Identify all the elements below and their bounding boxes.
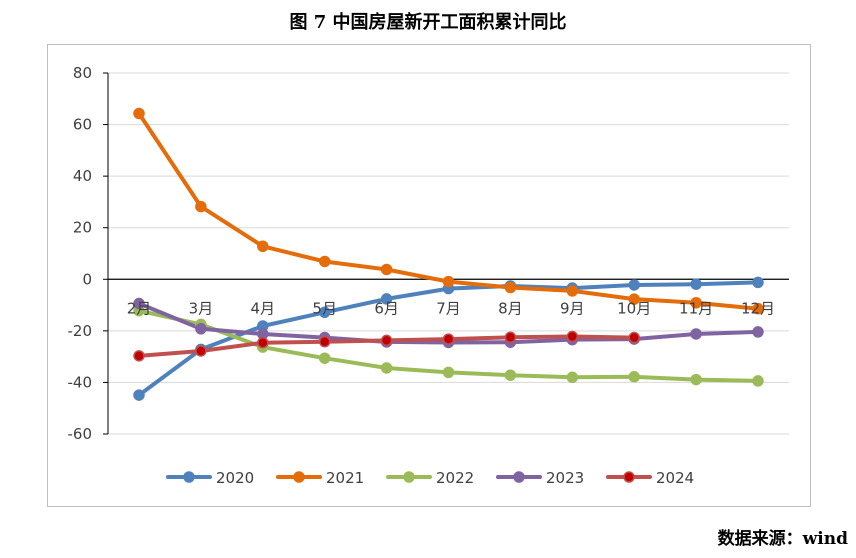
data-point-2024 [380,334,393,347]
source-note: 数据来源：wind [717,529,848,549]
y-tick-label: 60 [73,116,92,134]
y-tick-label: 40 [73,167,92,185]
gridlines [108,72,789,435]
data-point-2020 [628,279,640,291]
data-point-2022 [690,373,702,386]
x-tick-label: 11月 [679,299,713,317]
data-point-2021 [690,297,702,309]
data-point-2021 [752,302,764,315]
x-tick-label: 8月 [498,299,523,317]
data-point-2024 [442,333,455,345]
x-tick-label: 4月 [251,299,276,317]
data-point-2024 [133,350,145,362]
x-tick-label: 12月 [741,299,775,317]
data-point-2021 [133,107,145,120]
data-point-2023 [752,326,764,338]
legend-marker-2023 [513,471,525,483]
data-point-2021 [195,200,207,213]
x-tick-label: 6月 [374,299,399,317]
data-point-2021 [380,263,393,276]
series-lines [133,107,764,401]
data-point-2021 [566,285,579,297]
y-tick-label: -20 [68,322,93,340]
legend-label-2020: 2020 [216,469,254,487]
data-point-2024 [628,331,640,344]
x-tick-labels: 2月 3月 4月 5月 6月 7月 8月 9月 10月 11月 12月 [127,299,775,317]
data-point-2020 [380,293,393,305]
data-point-2020 [752,276,764,289]
data-point-2024 [504,331,517,344]
data-point-2023 [690,328,702,340]
data-point-2020 [318,306,331,319]
y-tick-label: -60 [68,425,93,443]
x-tick-label: 2月 [127,299,152,317]
data-point-2021 [628,293,640,305]
data-point-2021 [257,240,269,253]
y-tick-label: 20 [73,219,92,237]
data-point-2021 [318,255,331,268]
data-point-2022 [566,371,579,384]
data-point-2021 [442,275,455,288]
data-point-2022 [380,362,393,374]
legend-label-2023: 2023 [546,469,584,487]
data-point-2024 [257,336,269,349]
legend-marker-2024 [623,471,635,483]
data-point-2022 [752,375,764,387]
data-point-2023 [133,297,145,310]
chart-title: 图 7 中国房屋新开工面积累计同比 [289,12,567,33]
chart-frame [47,44,811,507]
legend-marker-2021 [293,471,305,483]
data-point-2022 [628,371,640,383]
y-tick-label: 0 [82,270,92,288]
x-tick-label: 9月 [560,299,585,317]
data-point-2022 [318,352,331,364]
data-point-2024 [566,330,579,343]
data-point-2022 [504,369,517,381]
x-tick-label: 5月 [312,299,337,317]
legend-marker-2020 [183,471,195,483]
data-point-2020 [133,389,145,401]
data-point-2023 [195,323,207,335]
data-point-2020 [690,278,702,290]
legend-label-2021: 2021 [326,469,364,487]
y-tick-label: 80 [73,64,92,82]
y-tick-labels: -60 -40 -20 0 20 40 60 80 [68,64,93,443]
y-tick-label: -40 [68,373,93,391]
legend-label-2022: 2022 [436,469,474,487]
data-point-2022 [442,366,455,379]
data-point-2024 [195,345,207,357]
x-tick-label: 3月 [189,299,214,317]
x-tick-label: 7月 [436,299,461,317]
legend-marker-2022 [403,471,415,483]
data-point-2021 [504,281,517,294]
legend-label-2024: 2024 [656,469,694,487]
legend: 2020 2021 2022 2023 2024 [166,469,694,487]
x-tick-label: 10月 [617,299,651,317]
data-point-2024 [318,335,331,348]
